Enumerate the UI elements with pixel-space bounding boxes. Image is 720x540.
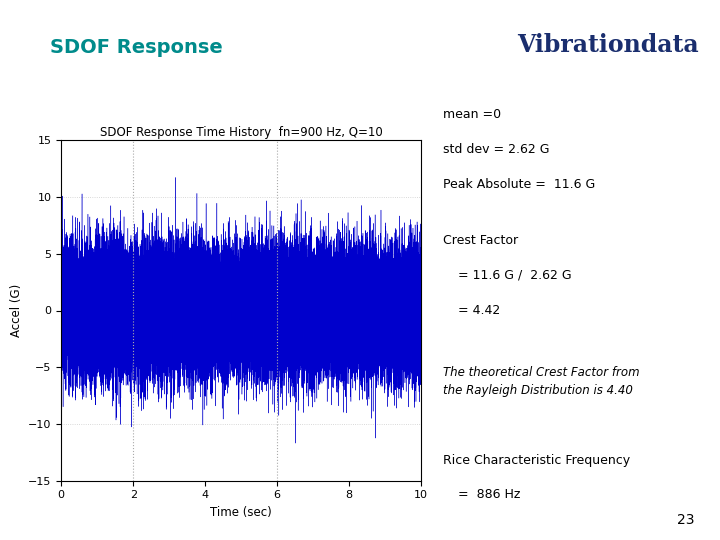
Text: SDOF Response: SDOF Response	[50, 38, 223, 57]
Text: Rice Characteristic Frequency: Rice Characteristic Frequency	[443, 454, 630, 467]
X-axis label: Time (sec): Time (sec)	[210, 506, 272, 519]
Text: =  886 Hz: = 886 Hz	[459, 489, 521, 502]
Text: Peak Absolute =  11.6 G: Peak Absolute = 11.6 G	[443, 178, 595, 191]
Text: Crest Factor: Crest Factor	[443, 234, 518, 247]
Text: Vibrationdata: Vibrationdata	[517, 33, 698, 57]
Text: The theoretical Crest Factor from
the Rayleigh Distribution is 4.40: The theoretical Crest Factor from the Ra…	[443, 366, 639, 397]
Y-axis label: Accel (G): Accel (G)	[9, 284, 22, 337]
Title: SDOF Response Time History  fn=900 Hz, Q=10: SDOF Response Time History fn=900 Hz, Q=…	[100, 126, 382, 139]
Text: std dev = 2.62 G: std dev = 2.62 G	[443, 143, 549, 156]
Text: mean =0: mean =0	[443, 108, 501, 121]
Text: = 11.6 G /  2.62 G: = 11.6 G / 2.62 G	[459, 269, 572, 282]
Text: 23: 23	[678, 512, 695, 526]
Text: = 4.42: = 4.42	[459, 303, 500, 316]
